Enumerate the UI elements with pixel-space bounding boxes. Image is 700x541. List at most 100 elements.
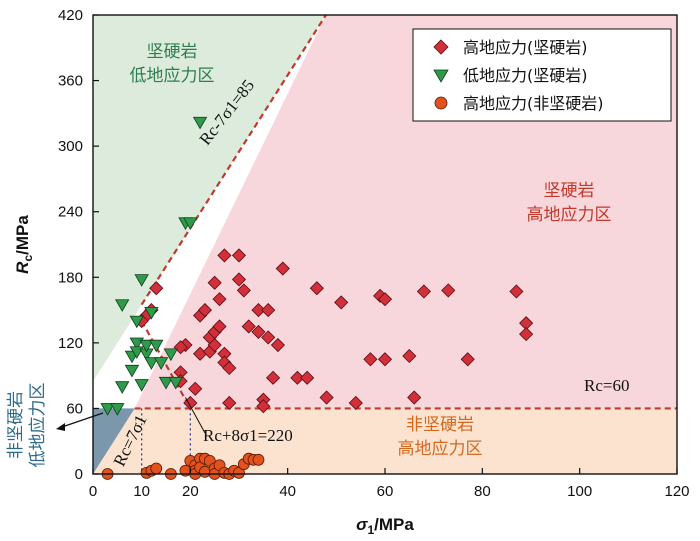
legend-marker-triangle: [433, 69, 449, 83]
data-point-low-stress-hard-rock: [158, 376, 174, 390]
annotation-rc-60: Rc=60: [584, 376, 629, 395]
data-point-high-stress-hard-rock: [231, 248, 247, 263]
data-point-high-stress-hard-rock: [460, 352, 475, 367]
data-point-low-stress-hard-rock: [144, 357, 159, 370]
x-tick-label: 20: [182, 483, 199, 500]
data-point-high-stress-hard-rock: [377, 352, 393, 367]
data-point-high-stress-hard-rock: [275, 261, 290, 276]
data-point-high-stress-hard-rock: [377, 292, 393, 307]
data-point-high-stress-hard-rock: [348, 395, 363, 411]
x-tick-label: 100: [567, 483, 592, 500]
data-point-high-stress-hard-rock: [402, 348, 417, 364]
data-point-high-stress-hard-rock: [509, 284, 524, 299]
legend-label: 低地应力(坚硬岩): [463, 66, 588, 85]
data-point-high-stress-hard-rock: [300, 370, 315, 385]
legend-marker-circle: [434, 96, 448, 110]
x-tick-label: 40: [279, 483, 296, 500]
data-point-high-stress-hard-rock: [407, 390, 422, 405]
data-point-low-stress-hard-rock: [134, 274, 149, 287]
data-point-low-stress-hard-rock: [134, 379, 149, 392]
y-tick-label: 300: [58, 138, 83, 155]
x-tick-label: 60: [377, 483, 394, 500]
data-point-high-stress-hard-rock: [416, 284, 431, 299]
boundary-line-rc-8s1-220: [140, 320, 192, 409]
data-point-low-stress-hard-rock: [110, 403, 125, 416]
data-point-low-stress-hard-rock: [168, 376, 183, 390]
data-point-high-stress-soft-rock: [199, 465, 211, 478]
arrow-head-soft-low: [56, 423, 65, 431]
data-point-high-stress-hard-rock: [212, 292, 227, 307]
data-point-low-stress-hard-rock: [100, 403, 115, 416]
data-point-high-stress-hard-rock: [188, 381, 203, 396]
x-tick-label: 80: [474, 483, 491, 500]
data-point-low-stress-hard-rock: [183, 217, 198, 230]
data-point-high-stress-soft-rock: [150, 462, 163, 475]
x-tick-label: 0: [89, 483, 97, 500]
data-point-high-stress-hard-rock: [236, 283, 251, 298]
data-point-high-stress-hard-rock: [212, 319, 227, 334]
data-point-high-stress-hard-rock: [207, 337, 222, 353]
data-point-high-stress-hard-rock: [519, 327, 534, 342]
data-point-high-stress-hard-rock: [222, 395, 237, 411]
boundary-lines-layer: [134, 14, 677, 410]
data-point-high-stress-hard-rock: [319, 390, 334, 405]
data-point-high-stress-hard-rock: [217, 248, 232, 263]
legend-label: 高地应力(非坚硬岩): [463, 94, 604, 113]
zone-label-hard-high: 坚硬岩高地应力区: [527, 181, 612, 225]
data-points-layer: [100, 116, 534, 480]
data-point-high-stress-hard-rock: [261, 330, 276, 345]
legend: 高地应力(坚硬岩) 低地应力(坚硬岩) 高地应力(非坚硬岩): [412, 28, 672, 122]
data-point-high-stress-hard-rock: [241, 319, 256, 334]
legend-label: 高地应力(坚硬岩): [463, 38, 588, 57]
zone-label-soft-high: 非坚硬岩高地应力区: [398, 415, 483, 459]
data-point-high-stress-hard-rock: [261, 303, 276, 318]
y-tick-label: 120: [58, 335, 83, 352]
data-point-high-stress-soft-rock: [252, 453, 265, 466]
data-point-low-stress-hard-rock: [115, 381, 130, 394]
legend-box: [412, 28, 672, 122]
x-tick-label-extra: 10: [133, 483, 150, 500]
y-tick-label: 240: [58, 204, 83, 221]
data-point-high-stress-hard-rock: [251, 303, 266, 318]
data-point-high-stress-hard-rock: [197, 303, 212, 318]
data-point-low-stress-hard-rock: [129, 315, 144, 329]
arrow-to-soft-low: [61, 412, 104, 428]
data-point-high-stress-hard-rock: [251, 324, 266, 339]
data-point-high-stress-hard-rock: [207, 275, 222, 290]
zone-label-soft-low: 非坚硬岩 低地应力区: [6, 383, 48, 468]
y-tick-label: 420: [58, 7, 83, 24]
y-tick-label: 0: [75, 466, 83, 483]
x-axis-title: σ1/MPa: [356, 515, 414, 537]
data-point-low-stress-hard-rock: [192, 116, 208, 130]
data-point-high-stress-hard-rock: [256, 399, 271, 414]
arrow-rc-8s1-220: [185, 397, 206, 434]
data-point-high-stress-hard-rock: [222, 360, 237, 376]
y-tick-label: 360: [58, 73, 83, 90]
y-tick-label: 180: [58, 269, 83, 286]
data-point-low-stress-hard-rock: [153, 357, 169, 370]
data-point-high-stress-hard-rock: [441, 283, 456, 298]
zone-label-hard-low: 坚硬岩低地应力区: [130, 42, 215, 86]
data-point-low-stress-hard-rock: [115, 299, 130, 312]
data-point-low-stress-hard-rock: [163, 348, 179, 362]
boundary-line-rc-7s1-85: [140, 14, 327, 306]
data-point-high-stress-hard-rock: [290, 370, 305, 385]
data-point-high-stress-hard-rock: [149, 281, 164, 296]
guide-lines-layer: [141, 408, 191, 474]
y-axis-title: Rc/MPa: [13, 215, 35, 274]
x-tick-label: 120: [664, 483, 689, 500]
zone-soft-low-background: [93, 408, 135, 474]
data-point-high-stress-hard-rock: [309, 281, 324, 296]
data-point-high-stress-hard-rock: [363, 352, 378, 367]
data-point-low-stress-hard-rock: [144, 306, 159, 320]
data-point-high-stress-hard-rock: [173, 340, 188, 355]
annotation-rc-8s1-220: Rc+8σ1=220: [203, 426, 293, 445]
data-point-low-stress-hard-rock: [139, 339, 154, 353]
legend-marker-diamond: [433, 39, 449, 55]
data-point-high-stress-hard-rock: [270, 337, 285, 353]
data-point-high-stress-hard-rock: [334, 295, 349, 310]
data-point-high-stress-hard-rock: [266, 370, 281, 385]
data-point-low-stress-hard-rock: [124, 364, 140, 378]
